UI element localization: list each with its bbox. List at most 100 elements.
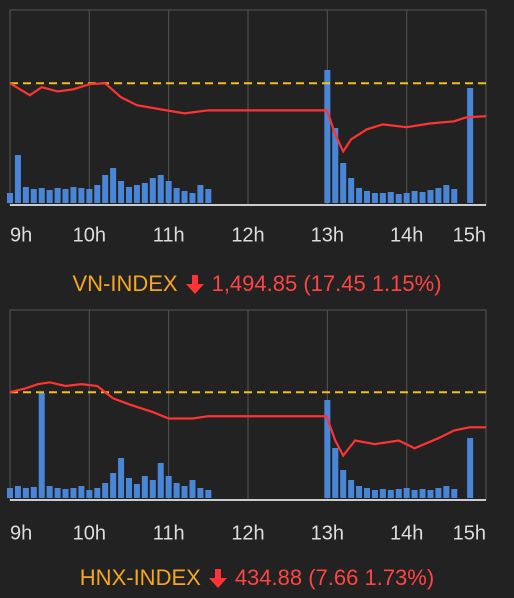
volume-bar: [340, 470, 347, 498]
volume-bar: [62, 489, 69, 498]
price-line: [9, 82, 106, 97]
volume-bar: [22, 187, 29, 203]
x-tick-label: 10h: [73, 522, 106, 544]
volume-bar: [14, 486, 21, 498]
volume-bar: [443, 185, 450, 203]
volume-bar: [141, 183, 148, 203]
x-tick-label: 10h: [73, 224, 106, 246]
volume-bar: [364, 191, 370, 203]
volume-bar: [189, 193, 196, 203]
volume-bar: [54, 188, 61, 203]
volume-bar: [118, 181, 125, 203]
volume-bar: [133, 484, 140, 498]
volume-bar: [7, 488, 13, 498]
volume-bar: [54, 488, 61, 498]
volume-bar: [22, 488, 29, 498]
volume-bar: [173, 483, 180, 498]
volume-bar: [371, 193, 378, 203]
volume-bar: [427, 190, 434, 203]
volume-bar: [46, 486, 53, 498]
volume-bar: [419, 489, 426, 498]
volume-bar: [205, 490, 212, 498]
index-change: 434.88 (7.66 1.73%): [234, 565, 435, 590]
volume-bar: [94, 488, 101, 498]
volume-bar: [126, 187, 132, 203]
volume-bar: [443, 486, 450, 498]
x-tick-label: 12h: [231, 224, 264, 246]
index-header: VN-INDEX 1,494.85 (17.45 1.15%): [0, 269, 514, 299]
volume-bar: [205, 189, 212, 203]
volume-bar: [356, 188, 363, 203]
volume-bar: [7, 193, 13, 203]
price-line: [9, 381, 114, 400]
volume-bar: [165, 476, 172, 498]
volume-bar: [133, 185, 140, 203]
volume-bar: [86, 189, 93, 203]
x-tick-label: 9h: [10, 224, 32, 246]
volume-bar: [403, 193, 410, 203]
volume-bar: [30, 189, 37, 203]
volume-bar: [435, 188, 442, 203]
volume-bar: [379, 489, 386, 498]
volume-bar: [181, 486, 188, 498]
volume-bar: [157, 463, 164, 498]
volume-bar: [419, 192, 426, 203]
volume-bar: [141, 476, 148, 498]
volume-bar: [102, 483, 109, 498]
volume-bar: [78, 188, 85, 203]
price-line: [112, 397, 487, 458]
volume-bar: [364, 488, 370, 498]
volume-bar: [197, 185, 204, 203]
volume-bar: [435, 488, 442, 498]
volume-bar: [126, 478, 132, 498]
volume-bar: [324, 400, 331, 498]
volume-bar: [411, 191, 418, 203]
index-header: HNX-INDEX 434.88 (7.66 1.73%): [0, 563, 514, 593]
volume-bar: [157, 175, 164, 203]
volume-bar: [38, 188, 45, 203]
volume-bar: [403, 488, 410, 498]
volume-bar: [110, 168, 117, 203]
volume-bar: [451, 489, 458, 498]
volume-bar: [102, 175, 109, 203]
volume-bar: [348, 480, 355, 498]
x-tick-label: 12h: [231, 522, 264, 544]
x-tick-label: 9h: [10, 522, 32, 544]
x-tick-label: 15h: [453, 224, 486, 246]
volume-bar: [149, 178, 156, 203]
x-tick-label: 15h: [453, 522, 486, 544]
index-change: 1,494.85 (17.45 1.15%): [211, 271, 442, 296]
volume-bar: [348, 178, 355, 203]
volume-bar: [70, 488, 77, 498]
volume-bar: [149, 480, 156, 498]
volume-bar: [411, 490, 418, 498]
volume-bar: [62, 189, 69, 203]
volume-bar: [467, 88, 474, 203]
volume-bar: [14, 155, 21, 203]
chart: 9h 10h 11h 12h 13h 14h 15h: [7, 9, 487, 246]
volume-bar: [165, 181, 172, 203]
volume-bar: [467, 438, 474, 498]
volume-bar: [387, 490, 394, 498]
volume-bar: [118, 458, 125, 498]
x-tick-label: 13h: [311, 224, 344, 246]
volume-bar: [70, 187, 77, 203]
down-arrow: [185, 275, 204, 294]
x-tick-label: 14h: [390, 522, 423, 544]
volume-bar: [173, 188, 180, 203]
price-line: [104, 82, 487, 154]
volume-bar: [38, 393, 45, 498]
x-tick-label: 13h: [311, 522, 344, 544]
volume-bar: [94, 185, 101, 203]
index-name: HNX-INDEX: [79, 565, 201, 590]
down-arrow: [208, 569, 227, 588]
volume-bar: [86, 490, 93, 498]
volume-bar: [197, 488, 204, 498]
chart: 9h 10h 11h 12h 13h 14h 15h: [7, 309, 487, 544]
volume-bar: [332, 448, 339, 498]
index-name: VN-INDEX: [72, 271, 178, 296]
volume-bar: [356, 486, 363, 498]
volume-bar: [332, 128, 339, 203]
volume-bar: [340, 163, 347, 203]
